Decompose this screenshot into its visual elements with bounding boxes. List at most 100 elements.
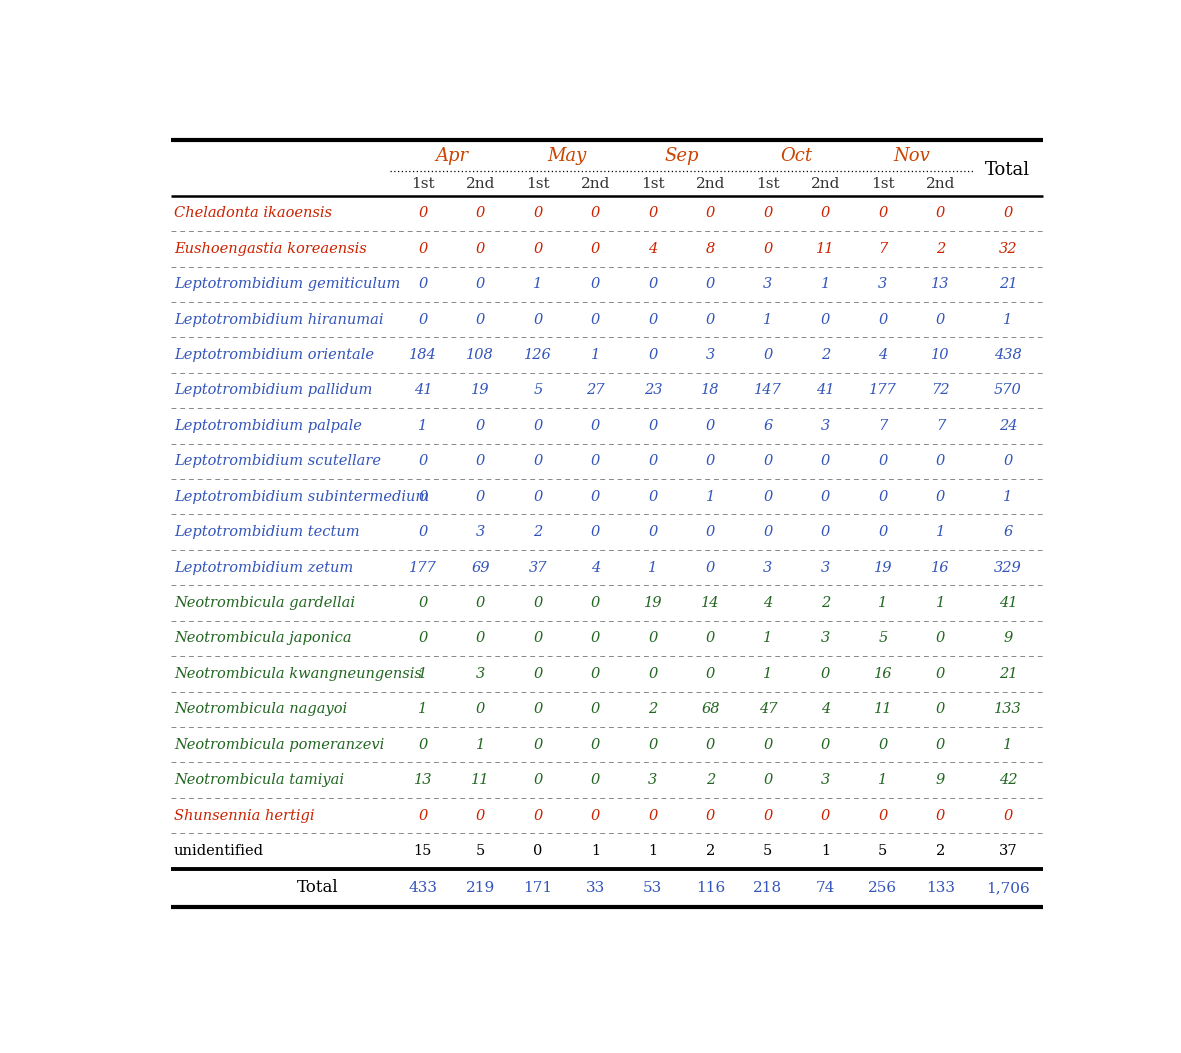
- Text: 16: 16: [874, 667, 892, 681]
- Text: 4: 4: [590, 560, 600, 575]
- Text: 5: 5: [763, 843, 772, 858]
- Text: 0: 0: [476, 313, 485, 326]
- Text: 0: 0: [590, 277, 600, 292]
- Text: 3: 3: [763, 560, 772, 575]
- Text: 0: 0: [821, 490, 830, 503]
- Text: 14: 14: [702, 596, 719, 610]
- Text: 7: 7: [935, 419, 945, 433]
- Text: 218: 218: [753, 881, 783, 895]
- Text: 0: 0: [763, 206, 772, 220]
- Text: Leptotrombidium scutellare: Leptotrombidium scutellare: [174, 454, 381, 469]
- Text: 5: 5: [533, 383, 542, 397]
- Text: 0: 0: [533, 419, 542, 433]
- Text: 1: 1: [879, 596, 887, 610]
- Text: 2nd: 2nd: [465, 177, 495, 191]
- Text: Total: Total: [985, 161, 1031, 179]
- Text: 1: 1: [648, 560, 658, 575]
- Text: 0: 0: [706, 560, 715, 575]
- Text: 0: 0: [879, 490, 887, 503]
- Text: 0: 0: [648, 738, 658, 752]
- Text: 177: 177: [869, 383, 896, 397]
- Text: 33: 33: [586, 881, 605, 895]
- Text: 0: 0: [418, 632, 428, 645]
- Text: 74: 74: [816, 881, 835, 895]
- Text: 0: 0: [706, 454, 715, 469]
- Text: 184: 184: [409, 349, 437, 362]
- Text: Leptotrombidium palpale: Leptotrombidium palpale: [174, 419, 361, 433]
- Text: 438: 438: [994, 349, 1022, 362]
- Text: 1: 1: [1003, 490, 1012, 503]
- Text: 329: 329: [994, 560, 1022, 575]
- Text: 0: 0: [706, 667, 715, 681]
- Text: Leptotrombidium tectum: Leptotrombidium tectum: [174, 525, 359, 539]
- Text: 24: 24: [999, 419, 1017, 433]
- Text: 0: 0: [648, 349, 658, 362]
- Text: 0: 0: [763, 490, 772, 503]
- Text: 0: 0: [590, 490, 600, 503]
- Text: Sep: Sep: [665, 147, 699, 165]
- Text: 0: 0: [533, 632, 542, 645]
- Text: 0: 0: [476, 419, 485, 433]
- Text: 5: 5: [476, 843, 485, 858]
- Text: 9: 9: [1003, 632, 1012, 645]
- Text: 41: 41: [999, 596, 1017, 610]
- Text: 0: 0: [476, 809, 485, 822]
- Text: 0: 0: [648, 454, 658, 469]
- Text: 0: 0: [533, 242, 542, 256]
- Text: Total: Total: [298, 879, 339, 896]
- Text: Shunsennia hertigi: Shunsennia hertigi: [174, 809, 314, 822]
- Text: 0: 0: [706, 632, 715, 645]
- Text: 0: 0: [476, 454, 485, 469]
- Text: 0: 0: [821, 809, 830, 822]
- Text: 2: 2: [706, 843, 715, 858]
- Text: 3: 3: [648, 773, 658, 787]
- Text: 1st: 1st: [872, 177, 895, 191]
- Text: 2: 2: [821, 349, 830, 362]
- Text: Neotrombicula nagayoi: Neotrombicula nagayoi: [174, 702, 347, 716]
- Text: 0: 0: [418, 809, 428, 822]
- Text: 0: 0: [418, 242, 428, 256]
- Text: 6: 6: [763, 419, 772, 433]
- Text: 1: 1: [418, 702, 428, 716]
- Text: 1: 1: [821, 277, 830, 292]
- Text: 0: 0: [590, 313, 600, 326]
- Text: Leptotrombidium orientale: Leptotrombidium orientale: [174, 349, 374, 362]
- Text: 32: 32: [999, 242, 1017, 256]
- Text: 177: 177: [409, 560, 437, 575]
- Text: 219: 219: [465, 881, 495, 895]
- Text: 10: 10: [931, 349, 950, 362]
- Text: 0: 0: [533, 809, 542, 822]
- Text: 23: 23: [644, 383, 663, 397]
- Text: 1: 1: [590, 349, 600, 362]
- Text: 0: 0: [590, 738, 600, 752]
- Text: 21: 21: [999, 277, 1017, 292]
- Text: Leptotrombidium zetum: Leptotrombidium zetum: [174, 560, 353, 575]
- Text: 0: 0: [706, 277, 715, 292]
- Text: 1: 1: [418, 419, 428, 433]
- Text: 0: 0: [418, 313, 428, 326]
- Text: Leptotrombidium hiranumai: Leptotrombidium hiranumai: [174, 313, 384, 326]
- Text: 0: 0: [476, 206, 485, 220]
- Text: 0: 0: [821, 667, 830, 681]
- Text: 0: 0: [1003, 809, 1012, 822]
- Text: 0: 0: [476, 277, 485, 292]
- Text: 1: 1: [533, 277, 542, 292]
- Text: 13: 13: [413, 773, 432, 787]
- Text: 2nd: 2nd: [696, 177, 725, 191]
- Text: 0: 0: [935, 809, 945, 822]
- Text: 0: 0: [1003, 206, 1012, 220]
- Text: 0: 0: [879, 313, 887, 326]
- Text: 2: 2: [821, 596, 830, 610]
- Text: 0: 0: [706, 419, 715, 433]
- Text: 5: 5: [879, 843, 887, 858]
- Text: 0: 0: [648, 490, 658, 503]
- Text: 0: 0: [476, 242, 485, 256]
- Text: 0: 0: [418, 738, 428, 752]
- Text: 7: 7: [879, 242, 887, 256]
- Text: 1: 1: [1003, 313, 1012, 326]
- Text: 0: 0: [418, 277, 428, 292]
- Text: 1: 1: [763, 313, 772, 326]
- Text: 0: 0: [418, 206, 428, 220]
- Text: 0: 0: [533, 773, 542, 787]
- Text: 126: 126: [524, 349, 552, 362]
